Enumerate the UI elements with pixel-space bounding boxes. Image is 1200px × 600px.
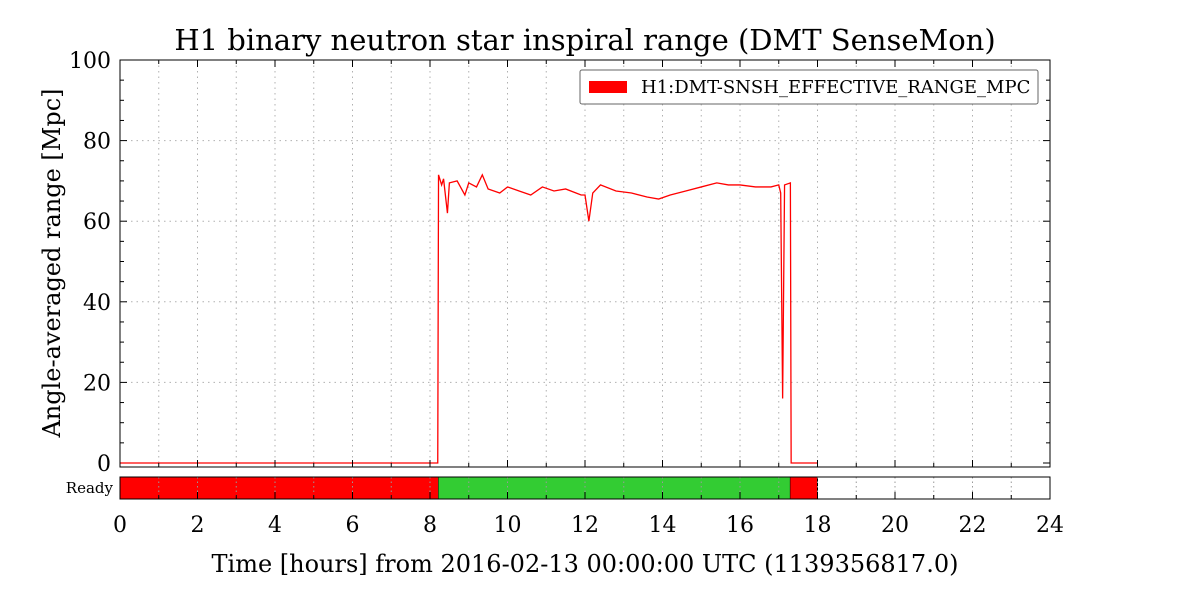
- y-tick-label: 60: [83, 210, 111, 235]
- x-axis: 0 2 4 6 8 10 12 14 16 18 20 22 24: [113, 60, 1064, 538]
- x-tick-label: 8: [423, 513, 437, 538]
- series-line: [120, 173, 818, 464]
- y-axis-label: Angle-averaged range [Mpc]: [38, 88, 66, 438]
- x-tick-label: 18: [804, 513, 832, 538]
- x-tick-label: 12: [571, 513, 599, 538]
- state-segments: [120, 477, 818, 499]
- state-segment: [120, 477, 439, 499]
- x-tick-label: 0: [113, 513, 127, 538]
- legend-swatch: [589, 81, 627, 93]
- state-segment: [438, 477, 791, 499]
- y-tick-label: 0: [97, 452, 111, 477]
- x-tick-label: 20: [881, 513, 909, 538]
- legend: H1:DMT-SNSH_EFFECTIVE_RANGE_MPC: [579, 69, 1039, 105]
- state-segment: [790, 477, 818, 499]
- x-tick-label: 14: [649, 513, 677, 538]
- grid: [120, 60, 1050, 467]
- x-tick-label: 10: [494, 513, 522, 538]
- y-axis: 0 20 40 60 80 100: [69, 49, 1050, 477]
- x-tick-label: 16: [726, 513, 754, 538]
- x-tick-label: 4: [268, 513, 282, 538]
- state-bar: Ready: [66, 476, 1051, 500]
- x-tick-label: 24: [1036, 513, 1064, 538]
- x-tick-label: 22: [959, 513, 987, 538]
- x-axis-label: Time [hours] from 2016-02-13 00:00:00 UT…: [212, 550, 959, 578]
- x-tick-label: 2: [191, 513, 205, 538]
- plot-area: 0 20 40 60 80 100: [69, 49, 1051, 477]
- chart-title: H1 binary neutron star inspiral range (D…: [174, 23, 995, 57]
- state-bar-label: Ready: [66, 479, 114, 497]
- y-tick-label: 20: [83, 371, 111, 396]
- y-tick-label: 40: [83, 291, 111, 316]
- legend-label: H1:DMT-SNSH_EFFECTIVE_RANGE_MPC: [641, 77, 1030, 98]
- y-tick-label: 100: [69, 49, 111, 74]
- y-tick-label: 80: [83, 130, 111, 155]
- series-layer: [120, 173, 818, 464]
- x-tick-label: 6: [346, 513, 360, 538]
- legend-box: [579, 69, 1039, 105]
